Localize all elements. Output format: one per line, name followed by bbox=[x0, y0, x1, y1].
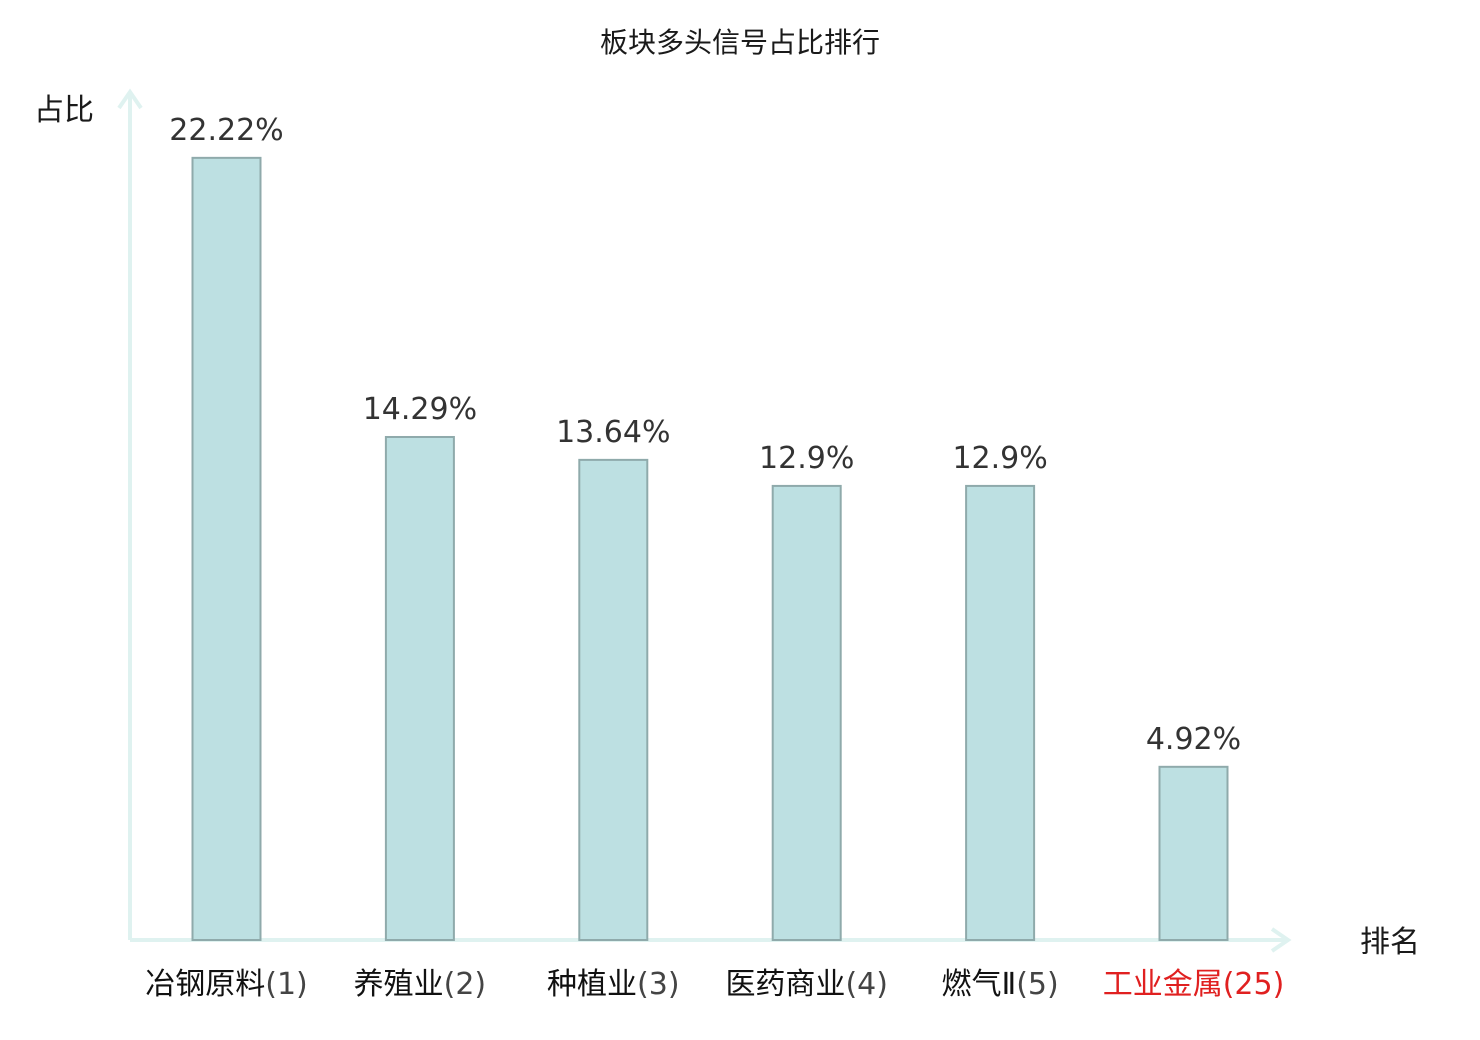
bar bbox=[384, 435, 455, 941]
bar-value-label: 12.9% bbox=[952, 441, 1047, 476]
category-label: 燃气Ⅱ(5) bbox=[941, 967, 1058, 1002]
category-name: 冶钢原料 bbox=[145, 967, 265, 1002]
bar-value-label: 22.22% bbox=[169, 113, 283, 148]
category-rank: (4) bbox=[845, 967, 888, 1002]
category-rank: (2) bbox=[444, 967, 487, 1002]
category-name: 工业金属 bbox=[1103, 967, 1223, 1002]
bar bbox=[578, 458, 649, 941]
category-label: 养殖业(2) bbox=[354, 967, 487, 1002]
bar-series bbox=[191, 156, 1229, 941]
y-axis-arrow bbox=[117, 88, 143, 110]
bar bbox=[191, 156, 262, 941]
category-rank: (5) bbox=[1016, 967, 1059, 1002]
category-label: 种植业(3) bbox=[547, 967, 680, 1002]
bar-value-label: 4.92% bbox=[1146, 722, 1241, 757]
category-rank: (1) bbox=[265, 967, 308, 1002]
category-rank: (3) bbox=[637, 967, 680, 1002]
chart-title: 板块多头信号占比排行 bbox=[600, 26, 880, 59]
value-labels: 22.22% 14.29% 13.64% 12.9% 12.9% 4.92% bbox=[169, 113, 1241, 757]
category-name: 医药商业 bbox=[725, 967, 845, 1002]
category-label: 医药商业(4) bbox=[725, 967, 888, 1002]
bar-value-label: 13.64% bbox=[556, 415, 670, 450]
category-label: 冶钢原料(1) bbox=[145, 967, 308, 1002]
category-name: 种植业 bbox=[547, 967, 637, 1002]
bar bbox=[965, 484, 1036, 941]
bar bbox=[1158, 765, 1229, 941]
x-axis-arrow bbox=[1270, 927, 1292, 953]
bar-value-label: 14.29% bbox=[363, 392, 477, 427]
category-name: 燃气Ⅱ bbox=[941, 967, 1016, 1002]
y-axis-label: 占比 bbox=[34, 93, 94, 128]
bar-value-label: 12.9% bbox=[759, 441, 854, 476]
category-labels: 冶钢原料(1) 养殖业(2) 种植业(3) 医药商业(4) 燃气Ⅱ(5) 工业金属(25) bbox=[145, 967, 1284, 1002]
category-rank: (25) bbox=[1223, 967, 1285, 1002]
bar bbox=[771, 484, 842, 941]
category-label: 工业金属(25) bbox=[1103, 967, 1285, 1002]
category-name: 养殖业 bbox=[354, 967, 444, 1002]
x-axis-label: 排名 bbox=[1360, 925, 1420, 960]
